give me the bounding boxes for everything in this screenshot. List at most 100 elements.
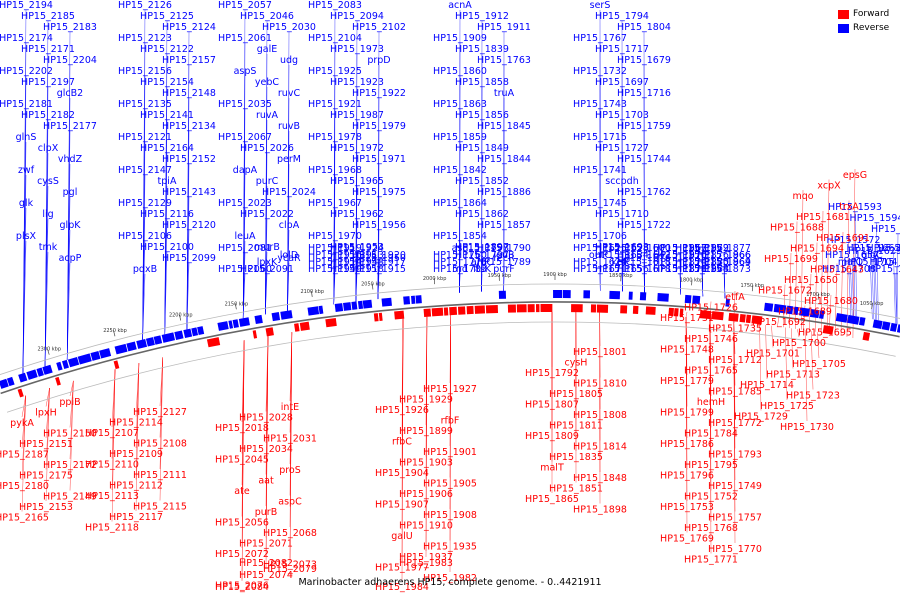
gene-label: HP15_2100 [140,242,194,253]
gene-label: HP15_1804 [617,22,671,33]
gene-label: lpxH [35,408,56,419]
gene-label: HP15_1921 [308,99,362,110]
gene-label: zwf [18,165,35,176]
gene-label: HP15_2122 [140,44,194,55]
reverse-gene-arrow [233,319,239,328]
gene-label: HP15_1811 [549,421,603,432]
gene-label: HP15_1727 [595,143,649,154]
gene-label: HP15_1735 [708,324,762,335]
scale-tick-label: 2150 kbp [225,301,249,307]
gene-label: HP15_1795 [684,460,738,471]
gene-label: HP15_1717 [595,44,649,55]
reverse-gene-arrow [254,315,262,324]
gene-label: HP15_1805 [549,389,603,400]
reverse-gene-arrow [272,312,281,321]
reverse-gene-arrow [411,296,415,304]
forward-gene-arrow [458,306,466,314]
gene-label: HP15_1790 [477,243,531,254]
forward-gene-arrow [646,306,656,315]
reverse-gene-arrow [62,360,69,369]
gene-label: HP15_2197 [21,77,75,88]
gene-label: HP15_1862 [455,209,509,220]
gene-label: HP15_1691 [816,233,870,244]
reverse-gene-arrow [335,303,343,312]
forward-gene-arrow [571,304,583,312]
gene-label: HP15_2180 [0,481,49,492]
gene-label: HP15_1650 [784,275,838,286]
legend-forward-label: Forward [853,9,889,19]
gene-label: serS [590,0,611,11]
gene-label: aspS [234,66,257,77]
gene-label: HP15_1688 [770,223,824,234]
gene-label: HP15_1972 [330,143,384,154]
scale-tick-label: 2200 kbp [169,312,193,318]
gene-label: HP15_2094 [330,11,384,22]
gene-label: HP15_2127 [133,407,187,418]
gene-label: HP15_1848 [573,473,627,484]
reverse-gene-arrow [847,315,859,325]
gene-label: ruvC [278,88,301,99]
scale-tick-label: 1050 kbp [860,301,884,307]
gene-label: HP15_1694 [790,244,844,255]
gene-label: hemH [697,397,725,408]
forward-gene-arrow [424,308,432,316]
gene-label: HP15_1927 [423,384,477,395]
forward-gene-arrow [374,313,379,321]
reverse-gene-arrow [126,341,136,351]
reverse-gene-arrow [873,320,883,329]
gene-label: HP15_1792 [525,368,579,379]
reverse-swatch [838,24,849,33]
gene-label: HP15_2083 [308,0,362,11]
gene-label: aspC [278,497,302,508]
gene-label: HP15_2194 [0,0,53,11]
gene-label: HP15_1925 [308,66,362,77]
reverse-gene-arrow [629,292,633,300]
gene-label: HP15_1969 [675,243,729,254]
gene-label: HP15_1786 [660,439,714,450]
gene-label: pgl [63,187,78,198]
gene-label: HP15_1712 [708,355,762,366]
genome-caption: Marinobacter adhaerens HP15, complete ge… [0,577,900,588]
gene-label: leuA [234,231,256,242]
forward-gene-arrow [266,327,274,336]
gene-label: HP15_1905 [423,479,477,490]
reverse-gene-arrow [859,317,866,326]
gene-label: HP15_2028 [239,413,293,424]
gene-label: HP15_1911 [477,22,531,33]
gene-label: prpD [367,55,390,66]
gene-label: HP15_1975 [352,187,406,198]
forward-gene-arrow [739,314,745,323]
forward-gene-arrow [728,313,738,322]
gene-label: HP15_1743 [573,99,627,110]
gene-label: HP15_1983 [399,558,453,569]
gene-label: HP15_1965 [330,176,384,187]
gene-label: HP15_1731 [660,313,714,324]
gene-label: yebC [255,77,279,88]
forward-gene-arrow [746,315,751,323]
gene-label: HP15_1732 [573,66,627,77]
gene-label: HP15_1978 [308,132,362,143]
gene-label: HP15_1796 [660,471,714,482]
gene-label: HP15_2151 [19,439,73,450]
gene-label: sccpdh [605,176,638,187]
gene-label: HP15_1762 [617,187,671,198]
reverse-gene-arrow [239,317,250,327]
gene-label: ate [234,486,250,497]
reverse-gene-arrow [609,291,620,299]
gene-label: HP15_1839 [455,44,509,55]
gene-label: intE [281,402,299,413]
reverse-gene-arrow [183,329,192,338]
reverse-gene-arrow [162,332,175,342]
gene-label: clpX [38,143,59,154]
reverse-gene-arrow [307,306,319,315]
gene-label: HP15_2082 [239,558,293,569]
gene-label: HP15_1763 [477,55,531,66]
gene-label: HP15_2061 [218,33,272,44]
gene-label: HP15_2125 [140,11,194,22]
gene-label: galE [257,44,278,55]
gene-label: HP15_2022 [240,209,294,220]
gene-label: tmk [39,242,58,253]
gene-label: perM [277,154,301,165]
gene-label: HP15_2129 [118,198,172,209]
